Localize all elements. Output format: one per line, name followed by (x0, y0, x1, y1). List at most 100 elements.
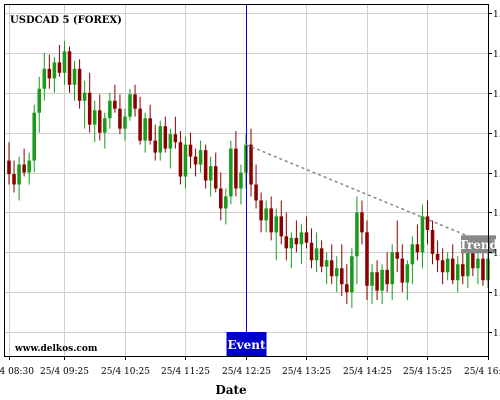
candle-body (27, 160, 31, 173)
candle-body (355, 212, 359, 257)
candle-body (324, 260, 329, 267)
candle-body (319, 248, 324, 267)
candle-body (329, 260, 334, 277)
candle-body (269, 208, 273, 233)
candle-body (17, 164, 21, 185)
x-tick-label: 25/4 11:25 (161, 367, 210, 377)
candle (420, 204, 425, 269)
candle (52, 56, 57, 93)
candle-body (254, 184, 258, 201)
candle-body (87, 92, 92, 125)
candle-body (178, 142, 183, 177)
candle (274, 208, 278, 261)
candle (153, 124, 157, 161)
candle-body (440, 260, 445, 273)
candle-body (340, 268, 344, 285)
candle (319, 240, 324, 273)
candle (203, 144, 208, 189)
candle-body (138, 108, 142, 141)
candle (380, 264, 384, 305)
candle-body (299, 232, 304, 245)
x-tick-label: 25/4 10:25 (101, 367, 150, 377)
candle (178, 131, 183, 185)
candle (163, 116, 168, 153)
candle-body (259, 200, 263, 221)
y-tick-label: 1.3517 (493, 50, 500, 60)
candle (309, 228, 314, 269)
candle-body (455, 264, 460, 281)
candle-body (461, 264, 465, 277)
candle (360, 200, 364, 245)
x-axis: 25/4 08:30 25/4 09:25 25/4 10:25 25/4 11:25… (0, 356, 500, 377)
y-tick-label: 1.3512 (493, 90, 500, 100)
candle (183, 136, 188, 189)
x-tick-label: 25/4 15:25 (403, 367, 452, 377)
candle-body (304, 232, 309, 243)
candle-body (365, 232, 369, 286)
candle (370, 264, 374, 305)
candle (17, 156, 21, 201)
x-tick-label: 25/4 14:25 (343, 367, 392, 377)
watermark: www.delkos.com (14, 344, 98, 354)
y-tick-label: 1.3522 (493, 10, 500, 20)
candle (345, 264, 349, 305)
candle (385, 252, 389, 293)
candle (234, 131, 238, 197)
candle (340, 244, 344, 297)
candle-body (244, 144, 248, 173)
candle (249, 128, 253, 197)
candle-body (466, 250, 470, 277)
candle (12, 160, 16, 193)
candle (158, 120, 163, 161)
candle (92, 100, 97, 143)
candle (299, 224, 304, 265)
candle-body (168, 134, 173, 149)
candle-body (289, 237, 294, 249)
trend-label-box (461, 235, 496, 254)
candle-body (400, 258, 405, 283)
candle (324, 252, 329, 285)
candle-body (284, 236, 289, 249)
candle-body (405, 264, 410, 283)
y-tick-label: 1.3497 (493, 209, 500, 219)
x-tick-label: 25/4 16:25 (464, 367, 500, 377)
candle (133, 84, 137, 117)
candle (289, 232, 294, 269)
candle-body (183, 144, 188, 177)
candle (123, 108, 127, 141)
candle (27, 152, 31, 185)
candle-body (450, 258, 455, 281)
candle (294, 220, 299, 253)
candle-body (37, 88, 42, 113)
candle (400, 244, 405, 293)
candle (72, 60, 77, 101)
y-tick-label: 1.3492 (493, 249, 500, 259)
candle-body (188, 144, 193, 157)
candle-body (153, 140, 157, 153)
candle (455, 256, 460, 293)
candle (284, 212, 289, 261)
candle (440, 248, 445, 285)
candle-body (52, 62, 57, 79)
candle-body (32, 112, 36, 161)
candle (329, 244, 334, 285)
candle-body (92, 110, 97, 125)
candle (67, 46, 72, 93)
candle (405, 260, 410, 301)
candle-body (62, 51, 67, 73)
candle (213, 152, 218, 193)
candle (77, 59, 82, 109)
candle (7, 142, 11, 185)
candle (445, 252, 450, 281)
candle-body (314, 248, 319, 261)
x-tick-label: 25/4 12:25 (222, 367, 271, 377)
candle (304, 216, 309, 249)
candle-body (67, 51, 72, 85)
y-tick-label: 1.3482 (493, 329, 500, 339)
candle-body (213, 166, 218, 189)
candle (264, 200, 268, 233)
candle (108, 92, 112, 129)
candle-body (47, 68, 52, 79)
candle-body (279, 216, 284, 237)
